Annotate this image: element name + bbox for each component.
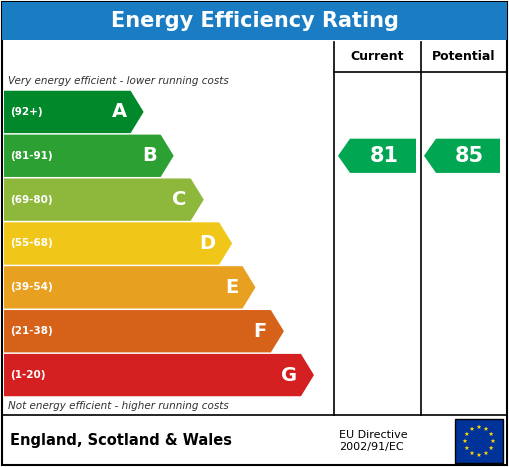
- Polygon shape: [470, 426, 474, 431]
- Polygon shape: [4, 134, 174, 177]
- Text: Current: Current: [351, 50, 404, 64]
- Polygon shape: [470, 451, 474, 455]
- Polygon shape: [338, 139, 416, 173]
- Text: G: G: [281, 366, 297, 384]
- Text: (55-68): (55-68): [10, 239, 53, 248]
- Text: (92+): (92+): [10, 107, 43, 117]
- Text: 81: 81: [370, 146, 399, 166]
- Text: Energy Efficiency Rating: Energy Efficiency Rating: [110, 11, 399, 31]
- Polygon shape: [4, 91, 144, 133]
- Polygon shape: [4, 222, 232, 265]
- Text: Potential: Potential: [432, 50, 496, 64]
- Polygon shape: [491, 439, 495, 443]
- Polygon shape: [4, 266, 256, 309]
- Polygon shape: [4, 310, 284, 353]
- Polygon shape: [465, 446, 469, 450]
- Text: EU Directive
2002/91/EC: EU Directive 2002/91/EC: [339, 430, 408, 452]
- Text: C: C: [173, 190, 187, 209]
- Text: (1-20): (1-20): [10, 370, 45, 380]
- Polygon shape: [476, 453, 482, 457]
- Text: D: D: [199, 234, 215, 253]
- Text: Not energy efficient - higher running costs: Not energy efficient - higher running co…: [8, 401, 229, 411]
- Polygon shape: [424, 139, 500, 173]
- Text: (39-54): (39-54): [10, 283, 53, 292]
- Polygon shape: [463, 439, 467, 443]
- Polygon shape: [489, 432, 494, 436]
- Text: (81-91): (81-91): [10, 151, 52, 161]
- Polygon shape: [4, 354, 314, 396]
- Polygon shape: [465, 432, 469, 436]
- Polygon shape: [484, 426, 488, 431]
- Text: England, Scotland & Wales: England, Scotland & Wales: [10, 433, 232, 448]
- Text: (21-38): (21-38): [10, 326, 53, 336]
- Polygon shape: [484, 451, 488, 455]
- Polygon shape: [489, 446, 494, 450]
- Bar: [2, 2, 507, 40]
- Text: E: E: [225, 278, 239, 297]
- Bar: [455, 419, 503, 463]
- Text: A: A: [111, 102, 127, 121]
- Text: F: F: [253, 322, 267, 341]
- Polygon shape: [4, 178, 204, 221]
- Text: B: B: [142, 146, 157, 165]
- Text: (69-80): (69-80): [10, 195, 52, 205]
- Text: 85: 85: [455, 146, 484, 166]
- Text: Very energy efficient - lower running costs: Very energy efficient - lower running co…: [8, 76, 229, 86]
- Polygon shape: [476, 425, 482, 429]
